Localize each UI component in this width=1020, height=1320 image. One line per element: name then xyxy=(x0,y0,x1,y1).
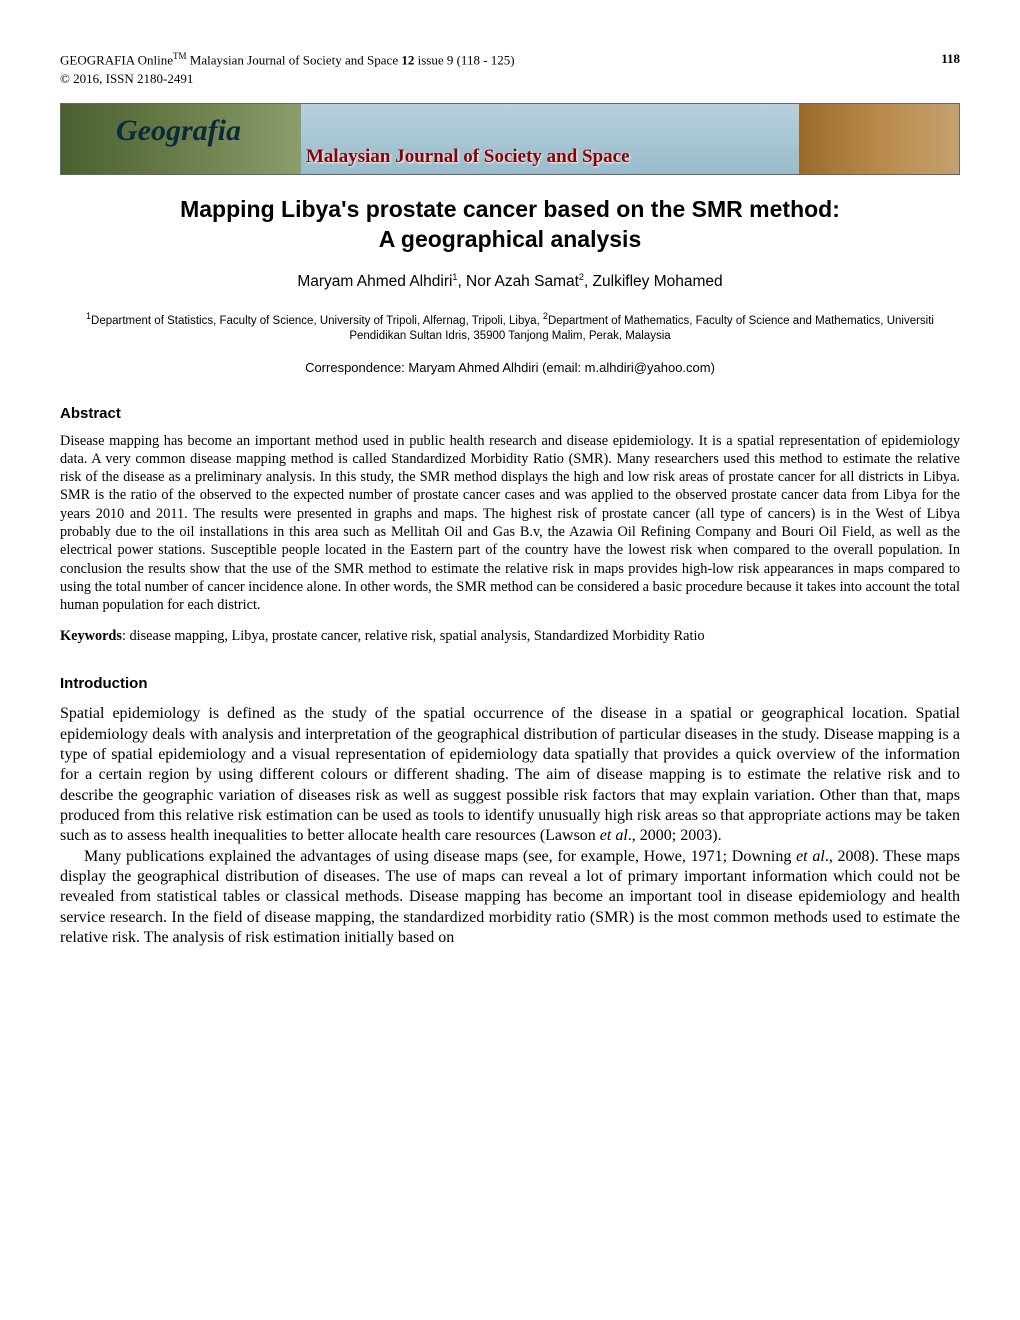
tm-mark: TM xyxy=(173,51,187,61)
journal-prefix: GEOGRAFIA Online xyxy=(60,52,173,67)
banner-subtitle: Malaysian Journal of Society and Space xyxy=(306,146,630,168)
et-al-1: et al xyxy=(600,827,628,844)
et-al-2: et al xyxy=(796,848,825,865)
introduction-heading: Introduction xyxy=(60,675,960,692)
authors-line: Maryam Ahmed Alhdiri1, Nor Azah Samat2, … xyxy=(60,272,960,291)
title-line-2: A geographical analysis xyxy=(379,226,641,252)
keywords-label: Keywords xyxy=(60,628,122,644)
intro-para-2: Many publications explained the advantag… xyxy=(60,847,960,949)
article-title: Mapping Libya's prostate cancer based on… xyxy=(60,195,960,255)
author-1: Maryam Ahmed Alhdiri xyxy=(297,274,452,291)
intro-p1a: Spatial epidemiology is defined as the s… xyxy=(60,705,960,844)
copyright-line: © 2016, ISSN 2180-2491 xyxy=(60,70,960,88)
page-number: 118 xyxy=(941,50,960,70)
introduction-body: Spatial epidemiology is defined as the s… xyxy=(60,704,960,948)
running-header: GEOGRAFIA OnlineTM Malaysian Journal of … xyxy=(60,50,960,70)
banner-bg-right xyxy=(799,104,959,174)
intro-p1b: ., 2000; 2003). xyxy=(628,827,722,844)
abstract-body: Disease mapping has become an important … xyxy=(60,432,960,615)
title-line-1: Mapping Libya's prostate cancer based on… xyxy=(180,196,840,222)
intro-p2a: Many publications explained the advantag… xyxy=(84,848,796,865)
author-3: , Zulkifley Mohamed xyxy=(584,274,723,291)
header-left: GEOGRAFIA OnlineTM Malaysian Journal of … xyxy=(60,50,515,70)
keywords-line: Keywords: disease mapping, Libya, prosta… xyxy=(60,628,960,645)
volume: 12 xyxy=(401,52,414,67)
affil1-text: Department of Statistics, Faculty of Sci… xyxy=(91,314,543,326)
abstract-heading: Abstract xyxy=(60,405,960,422)
intro-para-1: Spatial epidemiology is defined as the s… xyxy=(60,704,960,846)
journal-name: Malaysian Journal of Society and Space xyxy=(187,52,402,67)
affiliations: 1Department of Statistics, Faculty of Sc… xyxy=(60,310,960,345)
correspondence-line: Correspondence: Maryam Ahmed Alhdiri (em… xyxy=(60,360,960,375)
keywords-text: : disease mapping, Libya, prostate cance… xyxy=(122,628,705,644)
banner-title: Geografia xyxy=(116,114,241,148)
issue-text: issue 9 (118 - 125) xyxy=(414,52,514,67)
journal-banner: Geografia Malaysian Journal of Society a… xyxy=(60,103,960,175)
author-2: , Nor Azah Samat xyxy=(457,274,578,291)
